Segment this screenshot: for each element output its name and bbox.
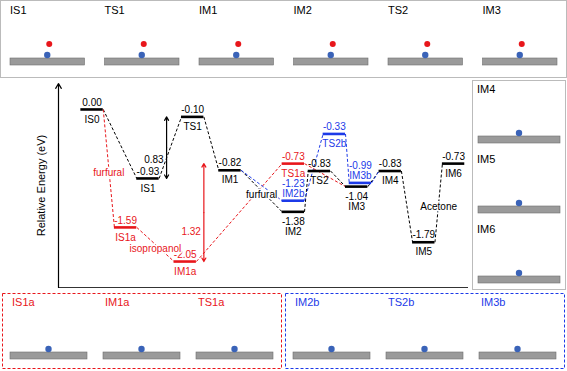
svg-text:-1.79: -1.79 bbox=[412, 229, 435, 240]
svg-text:TS2: TS2 bbox=[310, 175, 329, 186]
svg-text:-0.83: -0.83 bbox=[308, 158, 331, 169]
svg-text:IM3b: IM3b bbox=[349, 170, 372, 181]
svg-text:IM6: IM6 bbox=[445, 168, 462, 179]
svg-text:IM6: IM6 bbox=[477, 223, 495, 235]
svg-text:-1.23: -1.23 bbox=[281, 177, 305, 189]
svg-text:TS1: TS1 bbox=[105, 4, 125, 16]
svg-text:-0.73: -0.73 bbox=[282, 151, 305, 162]
svg-text:Acetone: Acetone bbox=[420, 201, 457, 212]
svg-text:-0.10: -0.10 bbox=[181, 104, 204, 115]
svg-text:IM1a: IM1a bbox=[174, 266, 197, 277]
svg-text:TS1: TS1 bbox=[184, 121, 203, 132]
svg-text:-2.05: -2.05 bbox=[173, 248, 197, 260]
svg-text:IM4: IM4 bbox=[477, 83, 495, 95]
svg-text:TS2b: TS2b bbox=[322, 138, 346, 149]
svg-text:IM5: IM5 bbox=[415, 246, 432, 257]
svg-text:-1.38: -1.38 bbox=[281, 216, 305, 227]
svg-text:-0.93: -0.93 bbox=[137, 166, 160, 177]
svg-text:IM1a: IM1a bbox=[105, 296, 130, 308]
svg-text:-0.73: -0.73 bbox=[442, 151, 465, 162]
svg-text:IS1a: IS1a bbox=[12, 296, 36, 308]
svg-text:IS1: IS1 bbox=[10, 4, 27, 16]
svg-text:-0.83: -0.83 bbox=[379, 158, 402, 169]
svg-text:TS2b: TS2b bbox=[388, 296, 414, 308]
svg-text:IM2: IM2 bbox=[294, 4, 312, 16]
svg-text:IM2b: IM2b bbox=[282, 188, 305, 199]
svg-text:-0.99: -0.99 bbox=[349, 160, 372, 172]
svg-text:IM3b: IM3b bbox=[481, 296, 505, 308]
svg-text:0.83: 0.83 bbox=[144, 154, 164, 165]
svg-text:IS0: IS0 bbox=[85, 114, 100, 125]
svg-text:1.32: 1.32 bbox=[181, 226, 201, 237]
svg-text:IM2b: IM2b bbox=[295, 296, 319, 308]
svg-text:TS1a: TS1a bbox=[281, 167, 306, 179]
svg-text:TS2: TS2 bbox=[388, 4, 408, 16]
svg-text:IM3: IM3 bbox=[348, 201, 365, 212]
svg-text:IM3: IM3 bbox=[483, 4, 501, 16]
svg-text:Relative Energy (eV): Relative Energy (eV) bbox=[35, 135, 47, 237]
svg-text:IS1: IS1 bbox=[140, 183, 155, 194]
svg-text:IM1: IM1 bbox=[222, 174, 239, 185]
svg-text:IS1a: IS1a bbox=[115, 232, 136, 243]
svg-text:furfural: furfural bbox=[93, 167, 124, 178]
svg-text:-0.33: -0.33 bbox=[323, 121, 346, 132]
svg-text:-1.59: -1.59 bbox=[114, 215, 137, 226]
svg-text:TS1a: TS1a bbox=[198, 296, 225, 308]
svg-text:IM4: IM4 bbox=[382, 175, 399, 186]
svg-text:0.00: 0.00 bbox=[82, 97, 102, 108]
svg-text:furfural: furfural bbox=[246, 189, 277, 200]
svg-text:-1.04: -1.04 bbox=[345, 190, 369, 202]
svg-text:IM1: IM1 bbox=[199, 4, 217, 16]
svg-text:-0.82: -0.82 bbox=[219, 157, 242, 168]
svg-text:IM2: IM2 bbox=[285, 226, 302, 237]
svg-text:IM5: IM5 bbox=[477, 153, 495, 165]
svg-text:isopropanol: isopropanol bbox=[130, 243, 182, 254]
